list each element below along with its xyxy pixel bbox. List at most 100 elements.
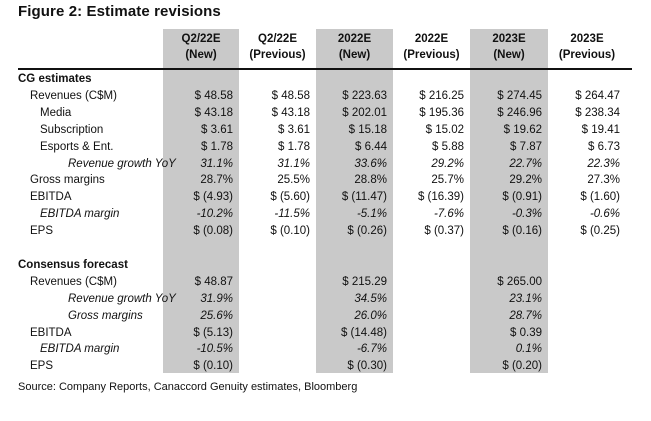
row-label: EPS xyxy=(30,360,54,373)
table-cell: $ 15.02 xyxy=(425,123,464,136)
table-cell: $ (5.13) xyxy=(193,326,233,339)
table-cell: -11.5% xyxy=(274,208,310,221)
column-header-line1: 2022E xyxy=(414,33,449,45)
table-row: Revenues (C$M) $ 48.58 $ 48.58 $ 223.63 $ 21… xyxy=(18,88,632,105)
table-row: EPS $ (0.10) $ (0.30) $ (0.20) xyxy=(18,358,632,375)
table-cell: $ 1.78 xyxy=(278,140,310,153)
table-cell: $ 3.61 xyxy=(278,123,310,136)
column-header-line2: (Previous) xyxy=(403,49,460,61)
table-cell: 22.3% xyxy=(587,157,620,170)
column-header-line2: (New) xyxy=(338,49,371,61)
table-cell: $ 264.47 xyxy=(575,89,620,102)
table-row: Revenue growth YoY 31.1% 31.1% 33.6% 29.2% 22… xyxy=(18,156,632,173)
table-cell: 28.7% xyxy=(509,309,542,322)
column-header-line1: 2023E xyxy=(492,33,526,45)
table-cell: $ 15.18 xyxy=(348,123,387,136)
table-row: Gross margins 25.6% 26.0% 28.7% xyxy=(18,308,632,325)
table-cell: -0.6% xyxy=(589,208,620,221)
table-row: EBITDA margin -10.2% -11.5% -5.1% -7.6% -0.3%… xyxy=(18,206,632,223)
table-cell: $ (0.10) xyxy=(193,360,233,373)
header-rule xyxy=(18,68,632,70)
table-cell: 27.3% xyxy=(587,174,620,187)
table-cell: $ (16.39) xyxy=(417,191,464,204)
row-label: Subscription xyxy=(40,123,104,136)
row-label: CG estimates xyxy=(18,73,92,85)
row-label: EPS xyxy=(30,225,54,238)
table-cell: $ (0.08) xyxy=(193,225,233,238)
table-row: EPS $ (0.08) $ (0.10) $ (0.26) $ (0.37) $ (0.… xyxy=(18,223,632,240)
column-header-line1: Q2/22E xyxy=(181,33,221,45)
column-header: 2023E (Previous) xyxy=(548,31,626,65)
table-row: Revenue growth YoY 31.9% 34.5% 23.1% xyxy=(18,291,632,308)
table-cell: $ (14.48) xyxy=(340,326,387,339)
column-shade xyxy=(163,29,239,373)
row-label: EBITDA xyxy=(30,191,72,204)
table-cell: -0.3% xyxy=(511,208,542,221)
table-cell: $ 43.18 xyxy=(194,106,233,119)
column-header: 2022E (New) xyxy=(316,31,393,65)
table-cell: $ 43.18 xyxy=(271,106,310,119)
table-cell: $ 5.88 xyxy=(432,140,464,153)
table-cell: $ (0.91) xyxy=(502,191,542,204)
row-label: EBITDA xyxy=(30,326,72,339)
table-cell: $ (0.20) xyxy=(502,360,542,373)
section-header-row: CG estimates xyxy=(18,71,632,88)
table-cell: -6.7% xyxy=(356,343,387,356)
row-label: Gross margins xyxy=(30,174,105,187)
table-row: EBITDA $ (5.13) $ (14.48) $ 0.39 xyxy=(18,325,632,342)
row-label: EBITDA margin xyxy=(40,343,120,356)
table-row: Gross margins 28.7% 25.5% 28.8% 25.7% 29.2% 27… xyxy=(18,172,632,189)
table-cell: $ (0.30) xyxy=(347,360,387,373)
column-header-line2: (Previous) xyxy=(249,49,306,61)
table-cell: $ 265.00 xyxy=(497,275,542,288)
table-cell: $ (0.16) xyxy=(502,225,542,238)
table-cell: $ (1.60) xyxy=(580,191,620,204)
table-cell: -10.5% xyxy=(196,343,233,356)
table-cell: 28.7% xyxy=(200,174,233,187)
column-header-line2: (New) xyxy=(185,49,217,61)
table-cell: $ 48.58 xyxy=(194,89,233,102)
row-label: Gross margins xyxy=(68,309,143,322)
table-cell: 31.1% xyxy=(277,157,310,170)
table-cell: $ (11.47) xyxy=(341,191,387,204)
column-header: 2022E (Previous) xyxy=(393,31,470,65)
table-cell: $ 48.58 xyxy=(271,89,310,102)
table-cell: $ (0.25) xyxy=(580,225,620,238)
table-cell: $ (4.93) xyxy=(193,191,233,204)
table-cell: 29.2% xyxy=(431,157,464,170)
table-row: EBITDA margin -10.5% -6.7% 0.1% xyxy=(18,341,632,358)
table-cell: $ 238.34 xyxy=(575,106,620,119)
table-cell: $ 3.61 xyxy=(201,123,233,136)
table-row: EBITDA $ (4.93) $ (5.60) $ (11.47) $ (16.39)… xyxy=(18,189,632,206)
table-cell: 22.7% xyxy=(509,157,542,170)
column-header-line1: 2022E xyxy=(337,33,372,45)
table-cell: $ 6.73 xyxy=(588,140,620,153)
table-cell: 31.1% xyxy=(200,157,233,170)
column-header-line1: Q2/22E xyxy=(258,33,297,45)
table-cell: -7.6% xyxy=(433,208,464,221)
table-cell: $ 19.41 xyxy=(581,123,620,136)
table-cell: $ (0.10) xyxy=(270,225,310,238)
row-label: EBITDA margin xyxy=(40,208,120,221)
column-header: 2023E (New) xyxy=(470,31,548,65)
table-cell: $ 19.62 xyxy=(503,123,542,136)
table-cell: $ 7.87 xyxy=(510,140,542,153)
table-row: Subscription $ 3.61 $ 3.61 $ 15.18 $ 15.02 $ … xyxy=(18,122,632,139)
column-header-line2: (New) xyxy=(493,49,525,61)
table-cell: 34.5% xyxy=(354,292,387,305)
row-label: Revenue growth YoY xyxy=(68,292,176,305)
table-cell: 25.7% xyxy=(431,174,464,187)
table-cell: $ 195.36 xyxy=(419,106,464,119)
column-header-line1: 2023E xyxy=(570,33,604,45)
table-cell: $ 274.45 xyxy=(497,89,542,102)
table-cell: 29.2% xyxy=(509,174,542,187)
table-cell: 33.6% xyxy=(354,157,387,170)
figure-title: Figure 2: Estimate revisions xyxy=(18,3,221,20)
row-label: Revenue growth YoY xyxy=(68,157,176,170)
table-cell: 31.9% xyxy=(200,292,233,305)
table-row xyxy=(18,240,632,257)
table-cell: $ 48.87 xyxy=(194,275,233,288)
table-cell: -5.1% xyxy=(356,208,387,221)
table-row: Revenues (C$M) $ 48.87 $ 215.29 $ 265.00 xyxy=(18,274,632,291)
section-header-row: Consensus forecast xyxy=(18,257,632,274)
